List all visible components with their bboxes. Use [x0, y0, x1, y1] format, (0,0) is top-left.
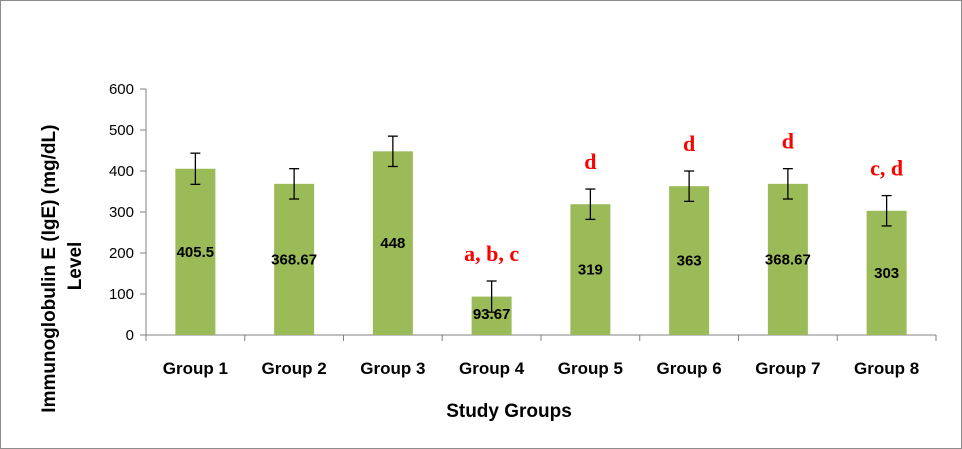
y-axis-title: Immunoglobulin E (IgE) (mg/dL) Level	[39, 119, 86, 412]
y-tick-label: 500	[109, 122, 134, 139]
significance-label: d	[584, 149, 596, 174]
x-tick-label: Group 1	[163, 359, 228, 378]
y-axis-title-line-1: Immunoglobulin E (IgE) (mg/dL)	[39, 125, 60, 413]
x-axis-title: Study Groups	[446, 401, 572, 422]
bar	[767, 183, 808, 335]
y-tick-label: 100	[109, 286, 134, 303]
bar	[866, 210, 907, 335]
labels-layer: Group 1 Group 2 Group 3 Group 4 Group 5 Group…	[163, 129, 919, 378]
error-bars-layer	[190, 135, 892, 313]
y-tick-label: 0	[126, 327, 134, 344]
y-axis-title-line-2: Level	[65, 242, 86, 291]
data-label: 368.67	[765, 251, 811, 268]
data-label: 368.67	[271, 251, 317, 268]
bar	[175, 168, 216, 335]
y-tick-label: 400	[109, 163, 134, 180]
y-tick-label: 300	[109, 204, 134, 221]
x-tick-label: Group 7	[755, 359, 820, 378]
bar	[669, 186, 710, 335]
x-tick-label: Group 4	[459, 359, 525, 378]
data-label: 319	[578, 262, 603, 279]
significance-label: a, b, c	[464, 241, 519, 266]
y-tick-label: 600	[109, 81, 134, 98]
bar	[372, 151, 413, 335]
axes-layer: 0 100 200 300 400 500 600	[109, 81, 937, 344]
significance-label: d	[683, 131, 695, 156]
x-tick-label: Group 2	[262, 359, 327, 378]
data-label: 448	[380, 235, 405, 252]
x-tick-label: Group 6	[657, 359, 722, 378]
bar	[570, 204, 611, 335]
y-tick-label: 200	[109, 245, 134, 262]
data-label: 363	[677, 253, 702, 270]
x-tick-label: Group 5	[558, 359, 623, 378]
x-tick-label: Group 3	[360, 359, 425, 378]
significance-label: d	[782, 129, 794, 154]
bar	[274, 183, 315, 335]
data-label: 405.5	[177, 244, 215, 261]
data-label: 303	[874, 265, 899, 282]
x-tick-label: Group 8	[854, 359, 919, 378]
significance-label: c, d	[870, 156, 903, 181]
data-label: 93.67	[473, 306, 511, 323]
bars-layer	[175, 151, 907, 335]
